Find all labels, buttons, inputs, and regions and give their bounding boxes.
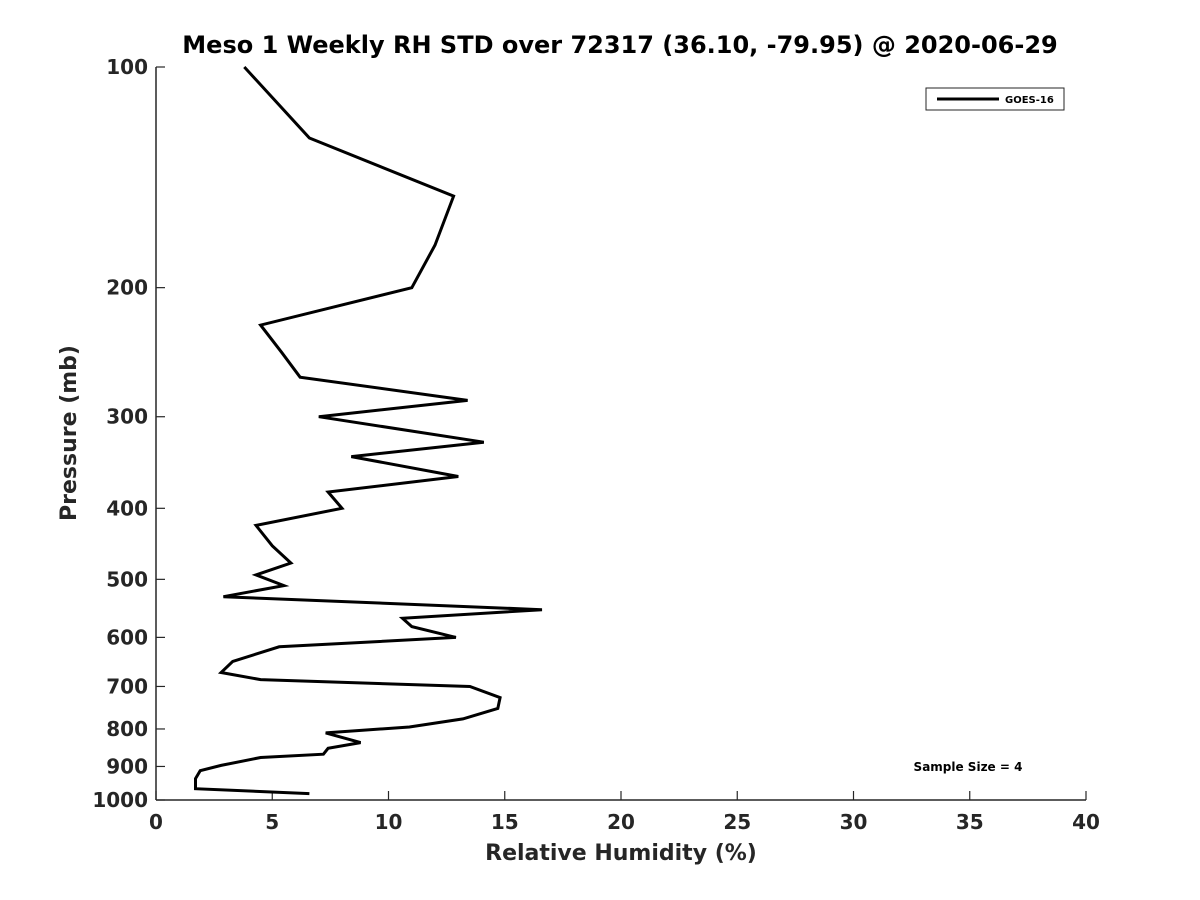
- y-tick-label: 700: [106, 674, 148, 698]
- y-tick-label: 800: [106, 717, 148, 741]
- legend-label-goes-16: GOES-16: [1005, 95, 1054, 106]
- y-axis-label: Pressure (mb): [57, 345, 82, 521]
- x-tick-label: 10: [375, 810, 403, 834]
- y-axis-ticks: 100 200 300 400 500 600 700 800 900 1000: [92, 55, 165, 812]
- series-line-goes-16: [194, 65, 543, 796]
- x-tick-label: 15: [491, 810, 519, 834]
- y-tick-label: 500: [106, 567, 148, 591]
- y-tick-label: 1000: [92, 788, 148, 812]
- sample-size-annotation: Sample Size = 4: [914, 760, 1023, 774]
- chart-title: Meso 1 Weekly RH STD over 72317 (36.10, …: [182, 31, 1057, 59]
- y-tick-label: 300: [106, 405, 148, 429]
- series-layer: [194, 65, 543, 796]
- x-tick-label: 5: [265, 810, 279, 834]
- x-tick-label: 30: [840, 810, 868, 834]
- x-tick-label: 40: [1072, 810, 1100, 834]
- x-tick-label: 20: [607, 810, 635, 834]
- y-tick-label: 900: [106, 754, 148, 778]
- y-tick-label: 400: [106, 496, 148, 520]
- x-axis-label: Relative Humidity (%): [485, 841, 757, 866]
- legend: GOES-16: [925, 87, 1065, 111]
- x-tick-label: 35: [956, 810, 984, 834]
- x-tick-label: 0: [149, 810, 163, 834]
- x-axis-ticks: 0 5 10 15 20 25 30 35 40: [149, 791, 1100, 834]
- y-tick-label: 100: [106, 55, 148, 79]
- y-tick-label: 600: [106, 625, 148, 649]
- x-tick-label: 25: [723, 810, 751, 834]
- y-tick-label: 200: [106, 276, 148, 300]
